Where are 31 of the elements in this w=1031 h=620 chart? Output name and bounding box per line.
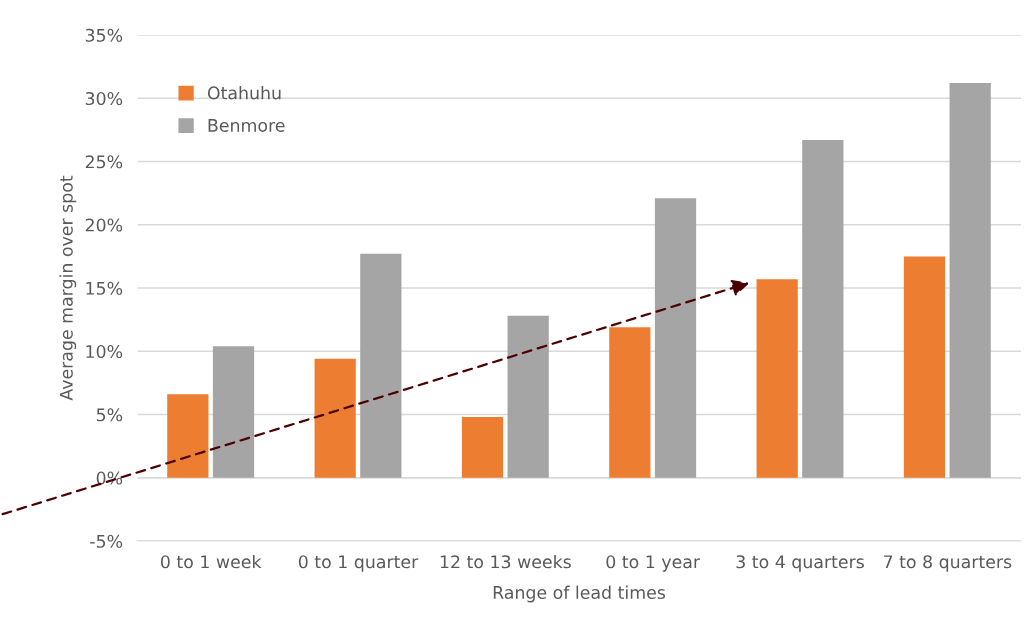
x-tick-label: 0 to 1 week bbox=[160, 554, 262, 569]
bar bbox=[461, 417, 504, 478]
bar bbox=[949, 83, 991, 478]
x-tick-label: 0 to 1 year bbox=[606, 555, 701, 572]
y-tick-label: 30% bbox=[85, 91, 123, 106]
bar bbox=[654, 198, 697, 478]
bar bbox=[167, 394, 209, 478]
bar bbox=[903, 256, 946, 478]
y-tick-label: 5% bbox=[96, 408, 123, 422]
y-tick-label: 25% bbox=[85, 155, 123, 169]
x-tick-label: 3 to 4 quarters bbox=[736, 555, 864, 572]
x-tick-label: 12 to 13 weeks bbox=[440, 554, 571, 569]
y-axis-title: Average margin over spot bbox=[59, 175, 77, 401]
legend-label: Otahuhu bbox=[207, 86, 281, 100]
y-tick-label: -5% bbox=[90, 534, 123, 548]
bar bbox=[802, 140, 844, 478]
bar bbox=[314, 358, 356, 478]
bar bbox=[609, 327, 651, 478]
x-axis-title: Range of lead times bbox=[493, 585, 666, 603]
y-tick-label: 10% bbox=[86, 344, 123, 359]
x-tick-label: 7 to 8 quarters bbox=[883, 555, 1012, 572]
bar bbox=[756, 279, 798, 478]
bar bbox=[360, 253, 402, 478]
bar bbox=[507, 315, 549, 478]
y-tick-label: 20% bbox=[85, 218, 123, 232]
bar bbox=[212, 346, 255, 478]
y-tick-label: 15% bbox=[86, 281, 123, 295]
y-tick-label: 35% bbox=[85, 28, 123, 42]
x-tick-label: 0 to 1 quarter bbox=[298, 555, 419, 572]
y-tick-label: 0% bbox=[96, 471, 123, 485]
legend-label: Benmore bbox=[208, 119, 285, 132]
